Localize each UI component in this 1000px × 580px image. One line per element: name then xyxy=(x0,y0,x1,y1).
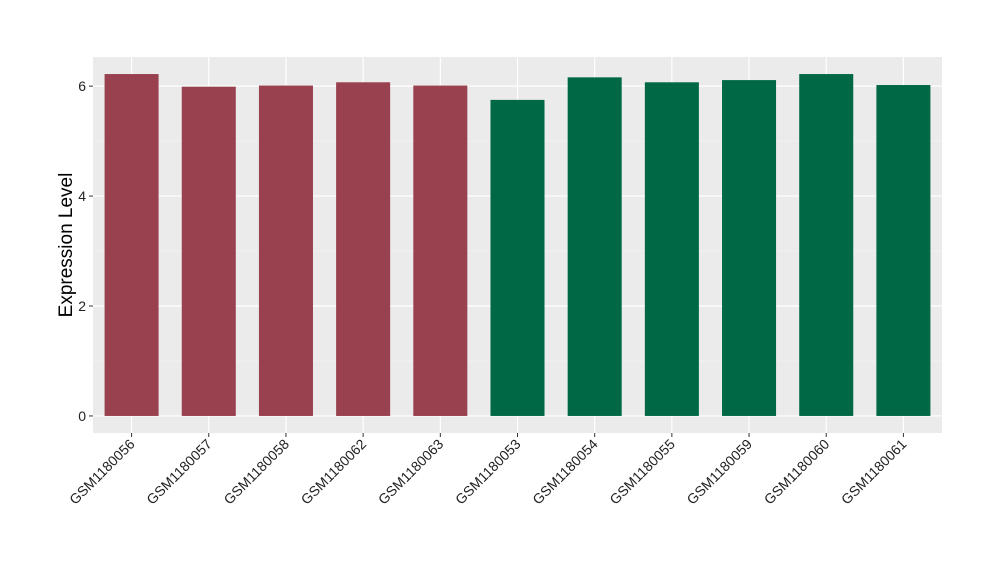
bar xyxy=(490,99,545,416)
y-axis-label: Expression Level xyxy=(56,173,77,318)
x-tick-label: GSM1180055 xyxy=(606,436,678,508)
x-tick-label: GSM1180056 xyxy=(66,436,138,508)
x-tick-label: GSM1180054 xyxy=(529,436,601,508)
x-tick-label: GSM1180060 xyxy=(761,436,833,508)
y-tick-label: 6 xyxy=(78,78,86,94)
bar xyxy=(644,82,699,416)
x-tick-label: GSM1180061 xyxy=(838,436,910,508)
y-tick-label: 0 xyxy=(78,408,86,424)
x-tick-label: GSM1180058 xyxy=(220,436,292,508)
bar xyxy=(567,77,622,416)
x-tick-label: GSM1180053 xyxy=(452,436,524,508)
x-tick-label: GSM1180063 xyxy=(375,436,447,508)
bar xyxy=(104,74,159,416)
bar xyxy=(258,85,313,416)
bar xyxy=(413,85,468,416)
bar xyxy=(876,85,931,416)
bar xyxy=(181,86,236,416)
x-tick-label: GSM1180059 xyxy=(683,436,755,508)
bar xyxy=(336,82,391,416)
y-tick-label: 2 xyxy=(78,298,86,314)
x-tick-label: GSM1180057 xyxy=(143,436,215,508)
y-tick-label: 4 xyxy=(78,188,86,204)
bar xyxy=(722,80,777,416)
bar xyxy=(799,74,854,416)
x-tick-label: GSM1180062 xyxy=(298,436,370,508)
